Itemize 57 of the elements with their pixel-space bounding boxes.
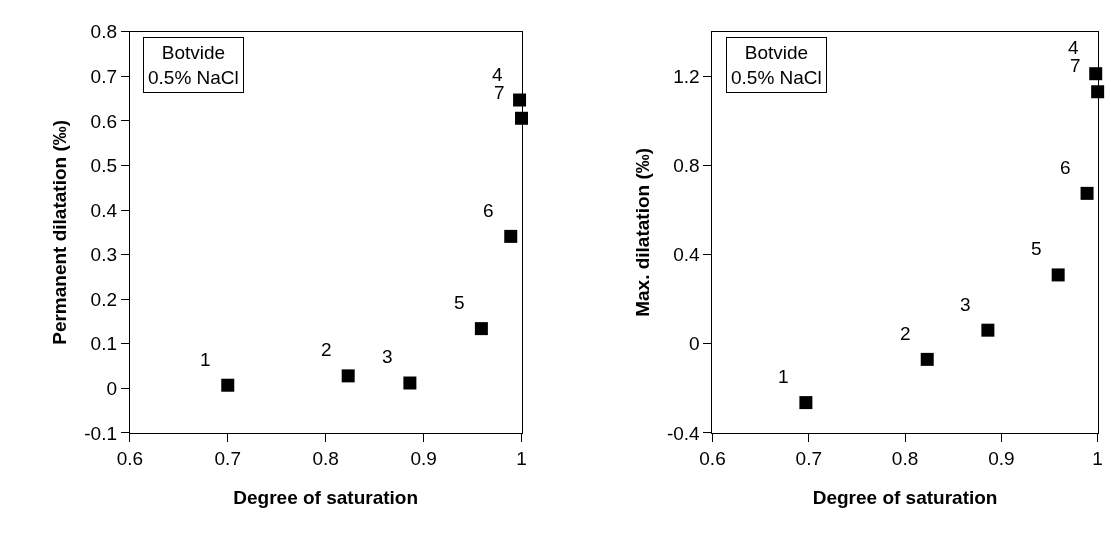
y-tick-label: 0.6 [90,110,118,132]
point [1080,186,1094,200]
point [221,378,235,392]
y-tick-label: 0.8 [673,155,700,177]
annotation: 5 [1031,238,1042,259]
y-tick-label: 0.3 [90,244,118,266]
annotation: 4 [1068,37,1079,58]
annotation: 6 [483,200,494,221]
point [504,229,518,243]
point [403,376,417,390]
y-tick-label: -0.1 [84,422,118,444]
point [920,352,934,366]
x-tick-label: 0.9 [988,447,1015,469]
y-tick-label: 0.7 [90,66,118,88]
point [341,369,355,383]
y-tick-label: 0.8 [90,21,118,43]
point [1089,67,1103,81]
point [799,396,813,410]
x-tick-label: 0.8 [312,447,339,469]
point [474,322,488,336]
x-tick-label: 0.6 [699,447,726,469]
y-tick-label: 0 [689,333,700,355]
y-axis-title: Max. dilatation (‰) [631,147,653,317]
annotation: Botvide 0.5% NaCl [731,42,822,88]
annotation: 1 [778,366,789,387]
annotation: 4 [492,64,503,85]
point [1091,85,1105,99]
annotation: 3 [960,294,971,315]
x-tick-label: 0.7 [795,447,822,469]
x-tick-label: 0.7 [214,447,241,469]
y-tick-label: 1.2 [673,66,700,88]
annotation: 3 [382,346,393,367]
annotation: Botvide 0.5% NaCl [148,42,239,88]
x-axis-title: Degree of saturation [812,486,998,508]
y-tick-label: 0.4 [90,199,118,221]
annotation: 7 [1070,55,1081,76]
y-tick-label: 0.4 [673,244,701,266]
annotation: 5 [454,292,465,313]
annotation: 2 [900,323,911,344]
point [1051,268,1065,282]
y-axis-title: Permanent dilatation (‰) [49,119,71,345]
y-tick-label: 0.5 [90,155,118,177]
point [981,323,995,337]
x-tick-label: 1 [1092,447,1103,469]
x-tick-label: 0.6 [116,447,144,469]
x-tick-label: 1 [516,447,527,469]
y-tick-label: -0.4 [666,422,701,444]
annotation: 2 [321,339,332,360]
y-tick-label: 0 [106,377,118,399]
x-axis-title: Degree of saturation [233,486,419,508]
y-tick-label: 0.2 [90,288,118,310]
annotation: 7 [494,82,505,103]
x-tick-label: 0.9 [410,447,437,469]
x-tick-label: 0.8 [891,447,919,469]
annotation: 6 [1060,157,1071,178]
y-tick-label: 0.1 [90,333,118,355]
annotation: 1 [200,349,211,370]
